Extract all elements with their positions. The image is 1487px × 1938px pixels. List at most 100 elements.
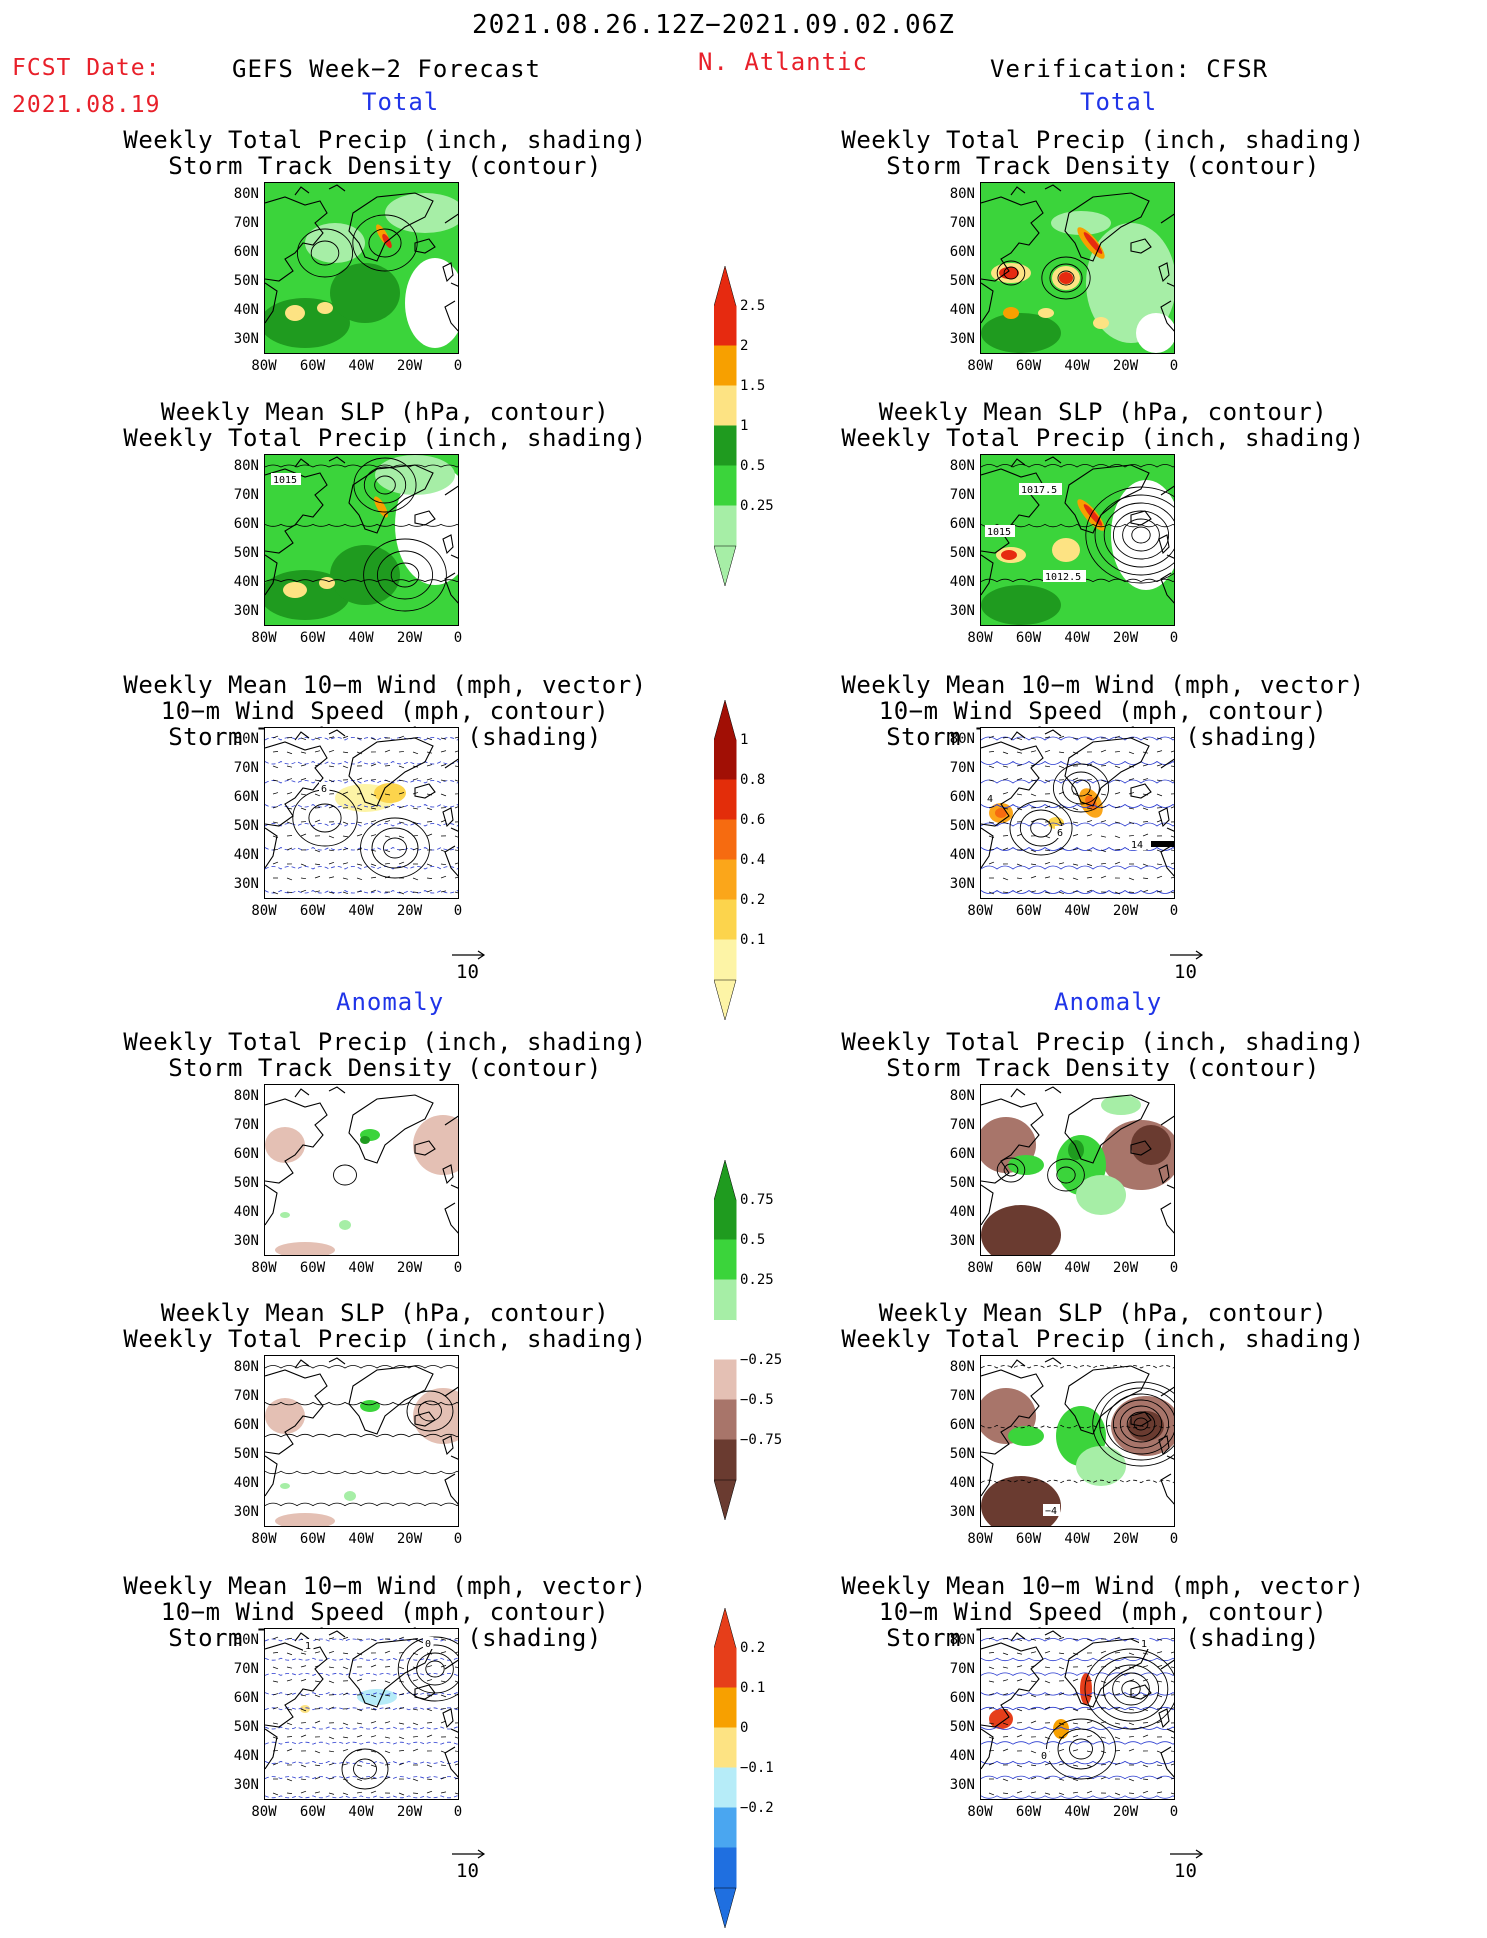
colorbar-label: 0.1 xyxy=(740,932,765,948)
contour-label: 0 xyxy=(425,1639,431,1650)
lat-label: 70N xyxy=(935,760,975,776)
lat-label: 60N xyxy=(935,244,975,260)
lat-label: 30N xyxy=(935,1504,975,1520)
lat-label: 50N xyxy=(935,818,975,834)
colorbar-swatch xyxy=(714,1648,736,1688)
lat-label: 50N xyxy=(935,1446,975,1462)
gefs-total-slp-map: 1015 xyxy=(264,454,459,626)
cfsr-total-precip-map xyxy=(980,182,1175,354)
contour-label: 6 xyxy=(321,784,327,795)
lat-label: 40N xyxy=(935,1204,975,1220)
map-svg xyxy=(265,1356,459,1527)
lon-label: 20W xyxy=(390,903,430,919)
colorbar-swatch xyxy=(714,1400,736,1440)
arrow-icon xyxy=(1168,949,1208,961)
colorbar-swatch xyxy=(714,940,736,980)
lon-label: 0 xyxy=(1154,1531,1194,1547)
lon-label: 60W xyxy=(1009,358,1049,374)
map-svg xyxy=(981,183,1175,354)
lon-label: 20W xyxy=(390,630,430,646)
lon-label: 80W xyxy=(244,903,284,919)
lon-label: 80W xyxy=(244,1260,284,1276)
cfsr-total-slp-title: Weekly Mean SLP (hPa, contour)Weekly Tot… xyxy=(828,399,1378,451)
lon-label: 60W xyxy=(1009,903,1049,919)
lat-label: 80N xyxy=(219,1632,259,1648)
lat-label: 30N xyxy=(935,603,975,619)
left-title: GEFS Week−2 Forecast xyxy=(232,55,541,83)
map-svg: 1015 xyxy=(265,455,459,626)
colorbar-swatch xyxy=(714,860,736,900)
contour-label: 1017.5 xyxy=(1021,485,1057,496)
lat-label: 40N xyxy=(935,302,975,318)
map-svg xyxy=(981,1085,1175,1256)
lat-label: 80N xyxy=(935,1632,975,1648)
shade-region xyxy=(360,1400,380,1412)
lat-label: 30N xyxy=(219,603,259,619)
gefs-total-slp-title: Weekly Mean SLP (hPa, contour)Weekly Tot… xyxy=(110,399,660,451)
shade-region xyxy=(285,305,305,321)
lat-label: 80N xyxy=(935,731,975,747)
lon-label: 40W xyxy=(341,630,381,646)
lat-label: 40N xyxy=(219,1204,259,1220)
colorbar-swatch xyxy=(714,1768,736,1808)
lon-label: 60W xyxy=(293,630,333,646)
lon-label: 80W xyxy=(960,1531,1000,1547)
lon-label: 20W xyxy=(390,1531,430,1547)
shade-region xyxy=(1001,550,1017,560)
contour-label: 0 xyxy=(1041,1751,1047,1762)
left-anomaly-label: Anomaly xyxy=(336,988,444,1016)
colorbar-swatch xyxy=(714,1360,736,1400)
lat-label: 70N xyxy=(935,1388,975,1404)
lat-label: 30N xyxy=(935,1777,975,1793)
lat-label: 50N xyxy=(935,1719,975,1735)
lat-label: 30N xyxy=(219,1777,259,1793)
lon-label: 80W xyxy=(244,630,284,646)
lon-label: 60W xyxy=(1009,630,1049,646)
lon-label: 60W xyxy=(293,903,333,919)
colorbar-swatch xyxy=(714,506,736,546)
map-svg: −4 xyxy=(981,1356,1175,1527)
lon-label: 20W xyxy=(390,1804,430,1820)
lon-label: 80W xyxy=(960,1260,1000,1276)
lat-label: 30N xyxy=(219,1504,259,1520)
shade-region xyxy=(1131,1125,1171,1165)
colorbar-swatch xyxy=(714,780,736,820)
lat-label: 60N xyxy=(935,516,975,532)
lat-label: 40N xyxy=(219,1748,259,1764)
colorbar-label: 2 xyxy=(740,338,748,354)
gefs-total-precip-map xyxy=(264,182,459,354)
lon-label: 0 xyxy=(1154,903,1194,919)
lat-label: 50N xyxy=(219,273,259,289)
lon-label: 40W xyxy=(1057,358,1097,374)
lon-label: 20W xyxy=(1106,1260,1146,1276)
lon-label: 20W xyxy=(1106,1804,1146,1820)
lon-label: 80W xyxy=(960,358,1000,374)
lon-label: 40W xyxy=(341,358,381,374)
colorbar-label: 1 xyxy=(740,732,748,748)
arrow-icon xyxy=(1168,1848,1208,1860)
shade-region xyxy=(330,263,400,323)
arrow-icon xyxy=(450,1848,490,1860)
lon-label: 60W xyxy=(1009,1260,1049,1276)
lon-label: 60W xyxy=(293,1804,333,1820)
left-total-label: Total xyxy=(362,88,439,116)
lon-label: 40W xyxy=(1057,903,1097,919)
colorbar-label: −0.2 xyxy=(740,1800,774,1816)
lat-label: 70N xyxy=(219,1388,259,1404)
colorbar-swatch xyxy=(714,820,736,860)
contour-label: 1 xyxy=(305,1641,311,1652)
lon-label: 60W xyxy=(1009,1804,1049,1820)
shade-region xyxy=(1059,272,1073,284)
lon-label: 80W xyxy=(960,630,1000,646)
lon-label: 0 xyxy=(438,1531,478,1547)
fcst-date: 2021.08.19 xyxy=(12,92,160,118)
colorbar-swatch xyxy=(714,1240,736,1280)
cfsr-anom-slp-map: −4 xyxy=(980,1355,1175,1527)
lat-label: 70N xyxy=(219,487,259,503)
colorbar-label: 0.4 xyxy=(740,852,765,868)
lat-label: 50N xyxy=(219,818,259,834)
